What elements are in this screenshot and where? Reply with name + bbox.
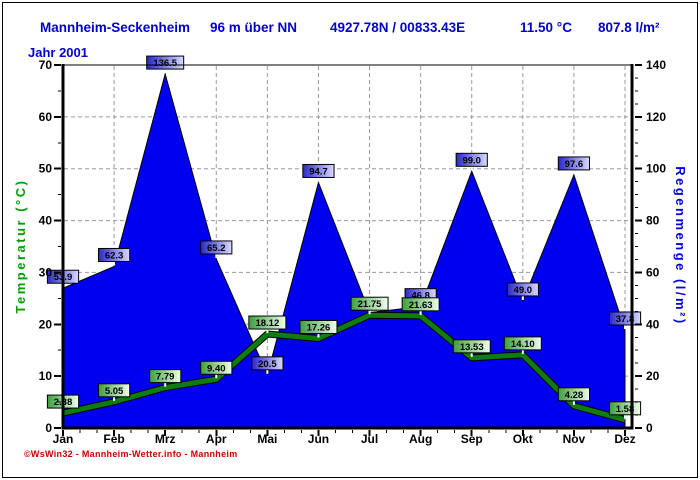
month-label: Apr [206,432,227,446]
month-label: Dez [614,432,635,446]
axis-tick-labels: 0 10 20 30 40 50 60 70 0 20 40 60 80 100 120 140 Jan Feb M… [39,58,667,446]
value-label: 49.0 [514,285,533,296]
left-axis-tick-label: 10 [39,369,53,383]
value-label: 17.26 [307,322,331,333]
value-label: 37.8 [616,314,635,325]
credit-line: ©WsWin32 - Mannheim-Wetter.info - Mannhe… [24,449,238,459]
value-label: 99.0 [462,155,481,166]
value-label: 136.5 [153,58,177,69]
value-label: 65.2 [207,243,226,254]
value-label: 9.40 [207,363,226,374]
left-axis-tick-label: 40 [39,214,53,228]
month-label: Jul [361,432,378,446]
value-label: 94.7 [309,166,328,177]
left-axis-tick-label: 70 [39,58,53,72]
month-label: Jan [53,432,74,446]
right-axis-tick-label: 40 [646,317,660,331]
mean-temperature: 11.50 °C [520,20,572,35]
month-label: Nov [563,432,586,446]
left-axis-tick-label: 60 [39,110,53,124]
temperature-line [62,312,626,423]
value-label: 46.8 [411,291,430,302]
month-label: Mrz [155,432,176,446]
left-axis-tick-label: 20 [39,317,53,331]
right-axis-tick-label: 60 [646,265,660,279]
value-label: 14.10 [511,339,535,350]
value-label: 13.53 [460,342,484,353]
value-label: 5.05 [105,386,124,397]
month-label: Mai [257,432,277,446]
month-label: Feb [103,432,124,446]
value-label: 1.58 [616,404,635,415]
month-label: Sep [461,432,483,446]
value-label: 7.79 [156,372,175,383]
value-label: 97.6 [565,159,584,170]
station-name: Mannheim-Seckenheim [40,20,191,35]
axis-ticks [54,64,642,436]
value-label: 4.28 [565,390,584,401]
station-coordinates: 4927.78N / 00833.43E [330,20,466,35]
right-axis-tick-label: 140 [646,58,666,72]
total-rainfall: 807.8 l/m² [598,20,660,35]
left-axis-tick-label: 50 [39,162,53,176]
month-label: Okt [513,432,533,446]
left-axis-title: Temperatur (°C) [13,179,28,314]
right-axis-tick-label: 0 [646,421,653,435]
axes [61,64,634,430]
value-label: 18.12 [255,318,279,329]
chart-subtitle-year: Jahr 2001 [28,45,88,60]
left-axis-tick-label: 0 [45,421,52,435]
right-axis-title: Regenmenge (l/m²) [673,166,688,326]
right-axis-tick-label: 120 [646,110,666,124]
right-axis-tick-label: 80 [646,214,660,228]
right-axis-tick-label: 20 [646,369,660,383]
value-label: 21.75 [358,299,382,310]
station-elevation: 96 m über NN [210,20,298,35]
right-axis-tick-label: 100 [646,162,666,176]
month-label: Aug [409,432,432,446]
value-label: 20.5 [258,359,277,370]
left-axis-tick-label: 30 [39,265,53,279]
month-label: Jun [308,432,329,446]
value-label: 21.63 [409,300,433,311]
value-label: 62.3 [105,250,124,261]
